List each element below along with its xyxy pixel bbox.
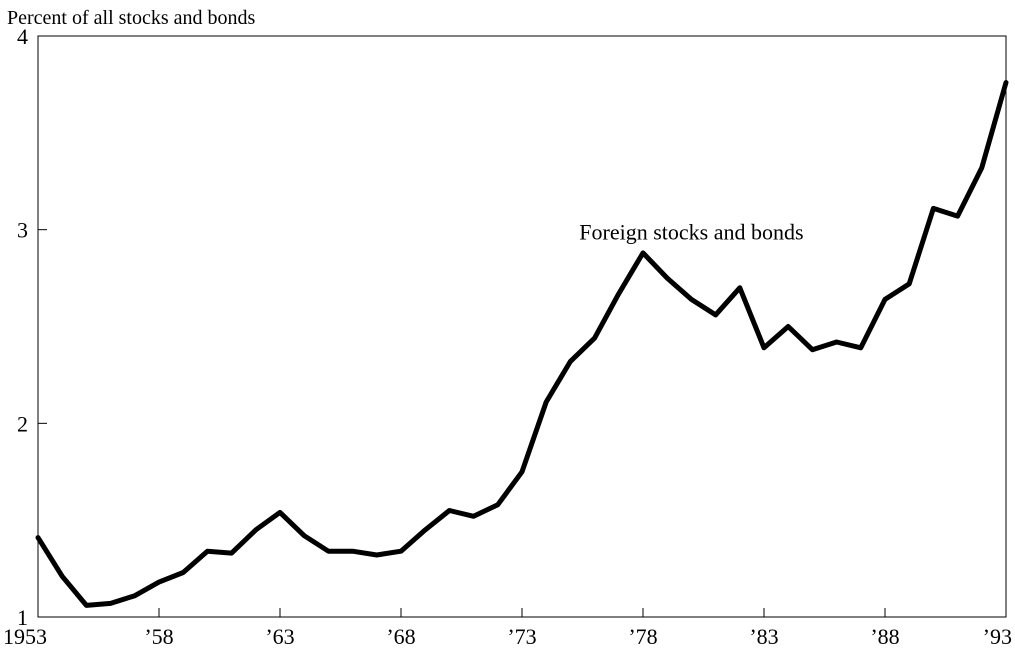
x-tick-label-1973: ’73: [507, 624, 536, 648]
y-tick-label-2: 2: [17, 411, 28, 436]
plot-frame: [37, 35, 1007, 618]
annotation-layer: Foreign stocks and bonds: [579, 219, 803, 244]
y-tick-label-3: 3: [17, 218, 28, 243]
x-tick-label-1978: ’78: [628, 624, 657, 648]
x-tick-label-1993: ’93: [983, 624, 1012, 648]
series-layer: [35, 80, 1009, 608]
y-tick-label-4: 4: [17, 24, 28, 49]
ticks-layer: 1 2 3 4 1953 ’58 ’63 ’68 ’73 ’78 ’83 ’88 ’93: [3, 24, 1012, 648]
x-tick-label-1988: ’88: [870, 624, 899, 648]
y-axis-title: Percent of all stocks and bonds: [7, 7, 255, 29]
x-tick-label-1963: ’63: [265, 624, 294, 648]
x-tick-label-1983: ’83: [749, 624, 778, 648]
series-annotation-0: Foreign stocks and bonds: [579, 219, 803, 244]
x-tick-label-1968: ’68: [386, 624, 415, 648]
y-tick-label-1: 1: [17, 605, 28, 630]
series-line-0: [35, 80, 1009, 608]
x-tick-label-1958: ’58: [144, 624, 173, 648]
x-tick-label-1953: 1953: [3, 624, 47, 648]
